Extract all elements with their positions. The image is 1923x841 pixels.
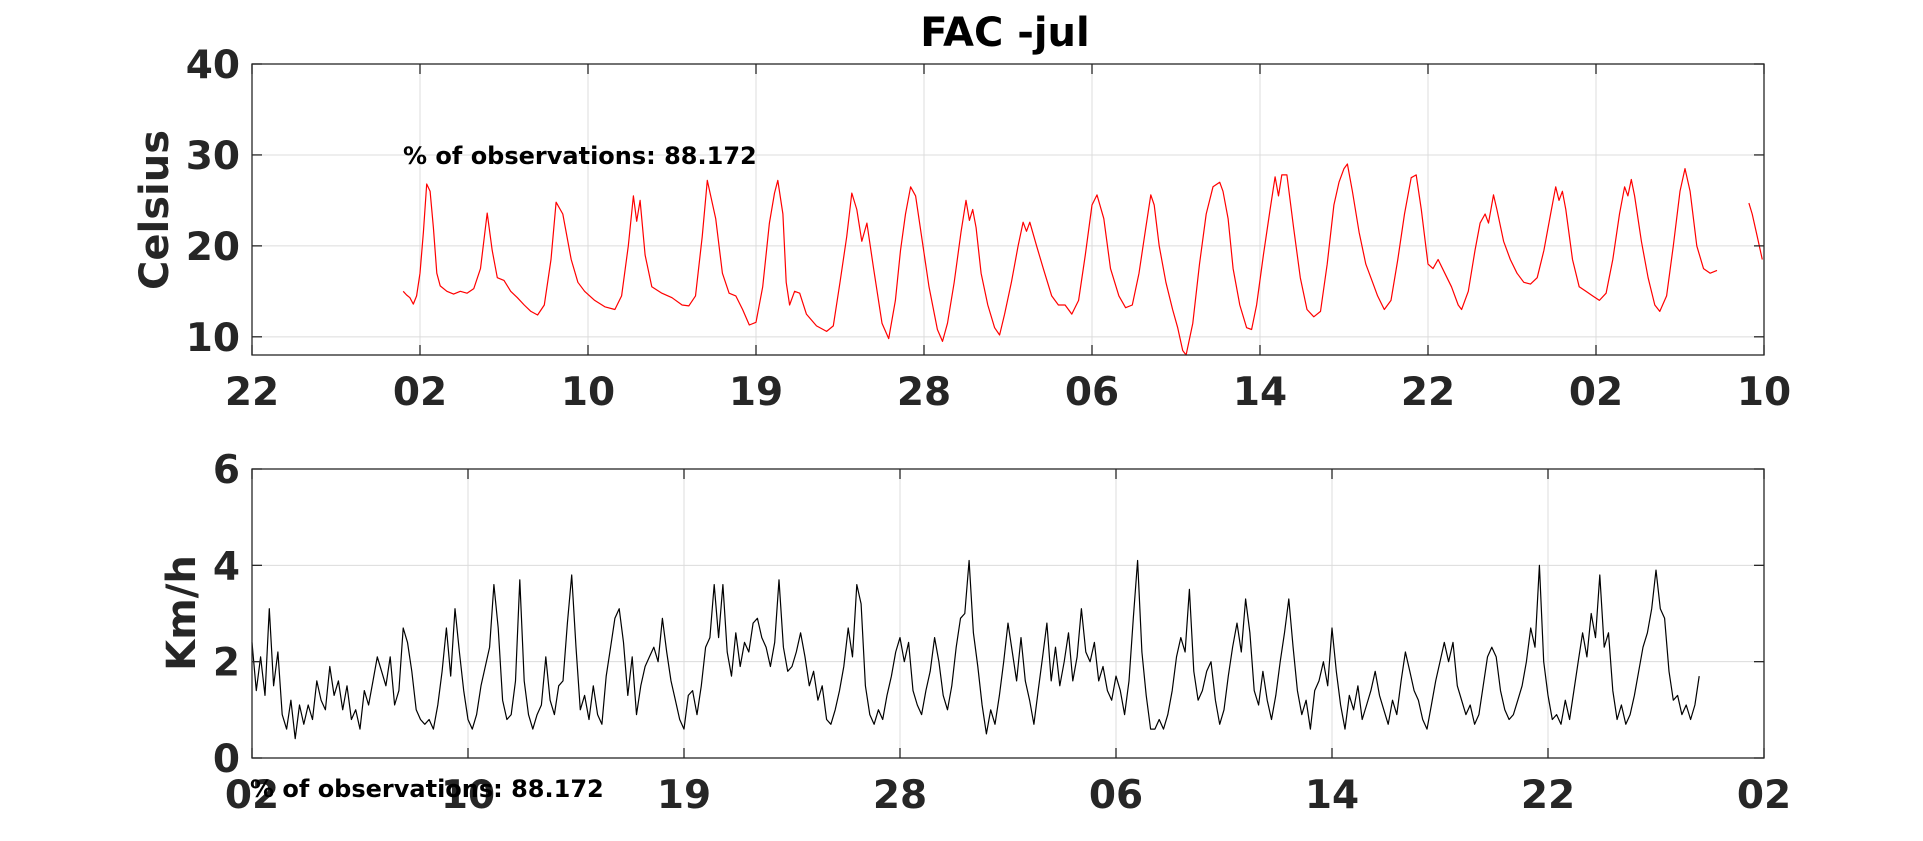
temperature-x-tick-label: 19 [729, 370, 783, 415]
temperature-x-tick-label: 10 [561, 370, 615, 415]
temperature-x-tick-label: 14 [1233, 370, 1287, 415]
temperature-ticks: 22 02 10 19 28 06 14 22 02 10 10 20 30 40 [186, 43, 1791, 415]
wind-x-tick-label: 10 [441, 773, 495, 818]
temperature-series-line [402, 163, 1718, 356]
wind-y-tick-label: 6 [213, 448, 240, 493]
wind-y-axis-label: Km/h [159, 555, 205, 671]
temperature-x-tick-label: 10 [1737, 370, 1791, 415]
temperature-y-tick-label: 10 [186, 316, 240, 361]
temperature-observations-note: % of observations: 88.172 [403, 142, 757, 170]
wind-x-tick-label: 22 [1521, 773, 1575, 818]
temperature-x-tick-label: 06 [1065, 370, 1119, 415]
wind-x-tick-label: 28 [873, 773, 927, 818]
temperature-x-tick-label: 28 [897, 370, 951, 415]
wind-series-line [251, 559, 1700, 740]
wind-axes-frame [251, 468, 1765, 759]
temperature-data [402, 163, 1763, 356]
temperature-y-axis-label: Celsius [132, 130, 178, 290]
temperature-x-tick-label: 22 [225, 370, 279, 415]
wind-x-tick-label: 14 [1305, 773, 1359, 818]
temperature-x-tick-label: 02 [1569, 370, 1623, 415]
temperature-y-tick-label: 40 [186, 43, 240, 88]
temperature-y-tick-label: 20 [186, 225, 240, 270]
wind-y-tick-label: 0 [213, 737, 240, 782]
temperature-y-tick-label: 30 [186, 134, 240, 179]
temperature-series-line [1748, 202, 1763, 260]
wind-x-tick-label: 19 [657, 773, 711, 818]
temperature-x-tick-label: 02 [393, 370, 447, 415]
wind-observations-note: % of observations: 88.172 [250, 775, 604, 803]
wind-data [251, 559, 1700, 740]
wind-x-tick-label: 02 [1737, 773, 1791, 818]
wind-y-tick-label: 4 [213, 544, 240, 589]
temperature-x-tick-label: 22 [1401, 370, 1455, 415]
wind-x-tick-label: 02 [225, 773, 279, 818]
wind-x-tick-label: 06 [1089, 773, 1143, 818]
figure-title: FAC -jul [920, 10, 1089, 56]
temperature-panel: 22 02 10 19 28 06 14 22 02 10 10 20 30 40 Celsius % o… [132, 43, 1791, 415]
temperature-axes-frame [251, 63, 1765, 356]
wind-y-tick-label: 2 [213, 641, 240, 686]
